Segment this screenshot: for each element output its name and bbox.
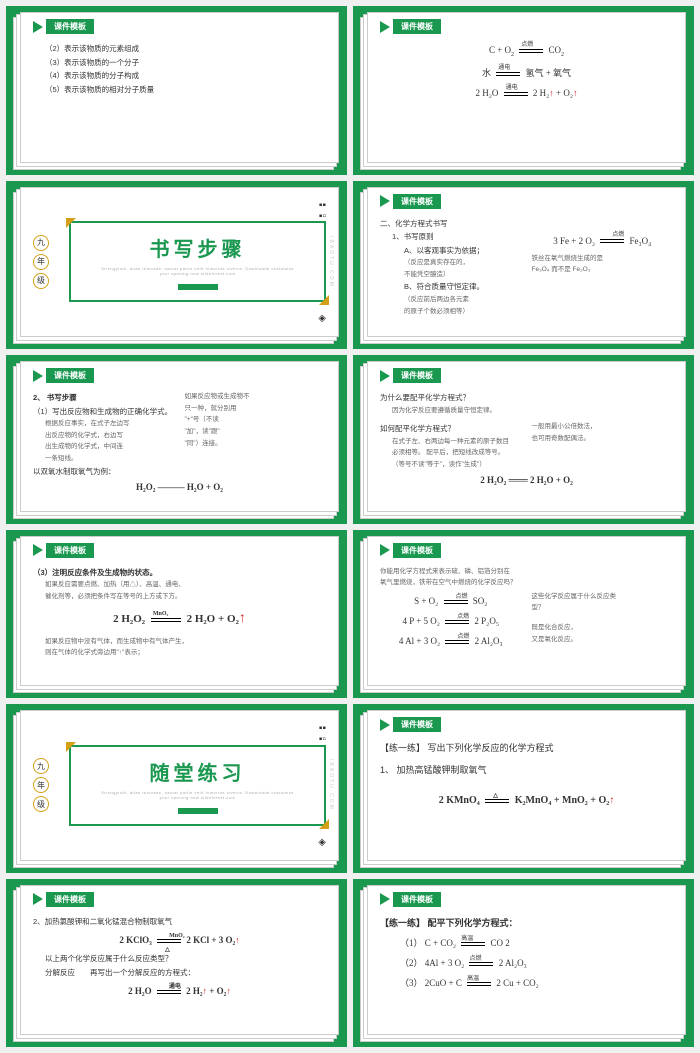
equation: 2 H₂O₂ ═══ 2 H₂O + O₂ xyxy=(380,475,673,485)
slide-12: 课件模板 【练一练】 配平下列化学方程式： （1） C + CO₂ 高温 CO … xyxy=(353,879,694,1048)
content: 为什么要配平化学方程式？ 因为化学反应要遵循质量守恒定律。 如何配平化学方程式？… xyxy=(380,391,673,471)
slide-paper: 课件模板 【练一练】 配平下列化学方程式： （1） C + CO₂ 高温 CO … xyxy=(367,885,686,1036)
content: 你能用化学方程式来表示硫、磷、铝箔分别在 氧气里燃烧，铁带在空气中燃烧的化学反应… xyxy=(380,566,673,654)
slide-paper: 课件模板 【练一练】 写出下列化学反应的化学方程式 1、 加热高锰酸钾制取氧气 … xyxy=(367,710,686,861)
slide-10: 课件模板 【练一练】 写出下列化学反应的化学方程式 1、 加热高锰酸钾制取氧气 … xyxy=(353,704,694,873)
slide-paper: 课件模板 二、化学方程式书写 1、书写原则 A、以客观事实为依据； （反应是真实… xyxy=(367,187,686,338)
corner-icon: ◈ xyxy=(318,837,326,848)
header-tag: 课件模板 xyxy=(46,19,94,34)
header-triangle xyxy=(33,21,43,33)
slide-paper: 课件模板 2、加热氯酸钾和二氧化锰混合物制取氧气 2 KClO₃ MnO₂△ 2… xyxy=(20,885,339,1036)
content: 二、化学方程式书写 1、书写原则 A、以客观事实为依据； （反应是真实存在的， … xyxy=(380,217,673,318)
slide-4: 课件模板 二、化学方程式书写 1、书写原则 A、以客观事实为依据； （反应是真实… xyxy=(353,181,694,350)
title-box: 随堂练习 Strongylodi, alias reinvade, sacral… xyxy=(69,745,326,826)
corner-icon: ▪▪▪▫ xyxy=(319,200,326,222)
grade-badge: 九 年 级 xyxy=(33,758,49,812)
line: （5）表示该物质的相对分子质量 xyxy=(45,83,326,97)
slide-11: 课件模板 2、加热氯酸钾和二氧化锰混合物制取氧气 2 KClO₃ MnO₂△ 2… xyxy=(6,879,347,1048)
grade-badge: 九 年 级 xyxy=(33,235,49,289)
content: 2、 书写步骤 （1）写出反应物和生成物的正确化学式。 根据反应事实，在式子左边… xyxy=(33,391,326,478)
slide-9-title: ▪▪▪▫ ◈ IBAOTU.COM 九 年 级 随堂练习 Strongylodi… xyxy=(6,704,347,873)
slide-3-title: ▪▪▪▫ ◈ IBAOTU.COM 九 年 级 书写步骤 Strongylodi… xyxy=(6,181,347,350)
slide-paper: ▪▪▪▫ ◈ IBAOTU.COM 九 年 级 书写步骤 Strongylodi… xyxy=(20,187,339,338)
slide-7: 课件模板 （3）注明反应条件及生成物的状态。 如果反应需要点燃、加热（用△）、高… xyxy=(6,530,347,699)
section-title: 随堂练习 xyxy=(99,757,296,786)
content: 2、加热氯酸钾和二氧化锰混合物制取氧气 2 KClO₃ MnO₂△ 2 KCl … xyxy=(33,915,326,1000)
slide-paper: 课件模板 （3）注明反应条件及生成物的状态。 如果反应需要点燃、加热（用△）、高… xyxy=(20,536,339,687)
slide-1: 课件模板 （2）表示该物质的元素组成 （3）表示该物质的一个分子 （4）表示该物… xyxy=(6,6,347,175)
content: （2）表示该物质的元素组成 （3）表示该物质的一个分子 （4）表示该物质的分子构… xyxy=(33,42,326,96)
slide-8: 课件模板 你能用化学方程式来表示硫、磷、铝箔分别在 氧气里燃烧，铁带在空气中燃烧… xyxy=(353,530,694,699)
content: 【练一练】 写出下列化学反应的化学方程式 1、 加热高锰酸钾制取氧气 2 KMn… xyxy=(380,740,673,810)
slide-paper: 课件模板 2、 书写步骤 （1）写出反应物和生成物的正确化学式。 根据反应事实，… xyxy=(20,361,339,512)
slide-paper: 课件模板 你能用化学方程式来表示硫、磷、铝箔分别在 氧气里燃烧，铁带在空气中燃烧… xyxy=(367,536,686,687)
slide-paper: 课件模板 C + O2 点燃 CO2 水 通电 氢气 + 氧气 2 H₂O 通电… xyxy=(367,12,686,163)
title-box: 书写步骤 Strongylodi, alias reinvade, sacral… xyxy=(69,221,326,302)
slide-5: 课件模板 2、 书写步骤 （1）写出反应物和生成物的正确化学式。 根据反应事实，… xyxy=(6,355,347,524)
slide-6: 课件模板 为什么要配平化学方程式？ 因为化学反应要遵循质量守恒定律。 如何配平化… xyxy=(353,355,694,524)
content: C + O2 点燃 CO2 水 通电 氢气 + 氧气 2 H₂O 通电 2 H₂… xyxy=(380,42,673,101)
slide-2: 课件模板 C + O2 点燃 CO2 水 通电 氢气 + 氧气 2 H₂O 通电… xyxy=(353,6,694,175)
line: （2）表示该物质的元素组成 xyxy=(45,42,326,56)
line: （3）表示该物质的一个分子 xyxy=(45,56,326,70)
section-title: 书写步骤 xyxy=(99,233,296,262)
corner-icon: ▪▪▪▫ xyxy=(319,723,326,745)
corner-icon: ◈ xyxy=(318,313,326,324)
content: 【练一练】 配平下列化学方程式： （1） C + CO₂ 高温 CO 2 （2）… xyxy=(380,915,673,992)
watermark-text: IBAOTU.COM xyxy=(328,236,334,288)
slide-paper: ▪▪▪▫ ◈ IBAOTU.COM 九 年 级 随堂练习 Strongylodi… xyxy=(20,710,339,861)
line: （4）表示该物质的分子构成 xyxy=(45,69,326,83)
slide-paper: 课件模板 （2）表示该物质的元素组成 （3）表示该物质的一个分子 （4）表示该物… xyxy=(20,12,339,163)
slide-paper: 课件模板 为什么要配平化学方程式？ 因为化学反应要遵循质量守恒定律。 如何配平化… xyxy=(367,361,686,512)
content: （3）注明反应条件及生成物的状态。 如果反应需要点燃、加热（用△）、高温、通电、… xyxy=(33,566,326,659)
equation: H₂O₂ ——— H₂O + O₂ xyxy=(33,482,326,492)
